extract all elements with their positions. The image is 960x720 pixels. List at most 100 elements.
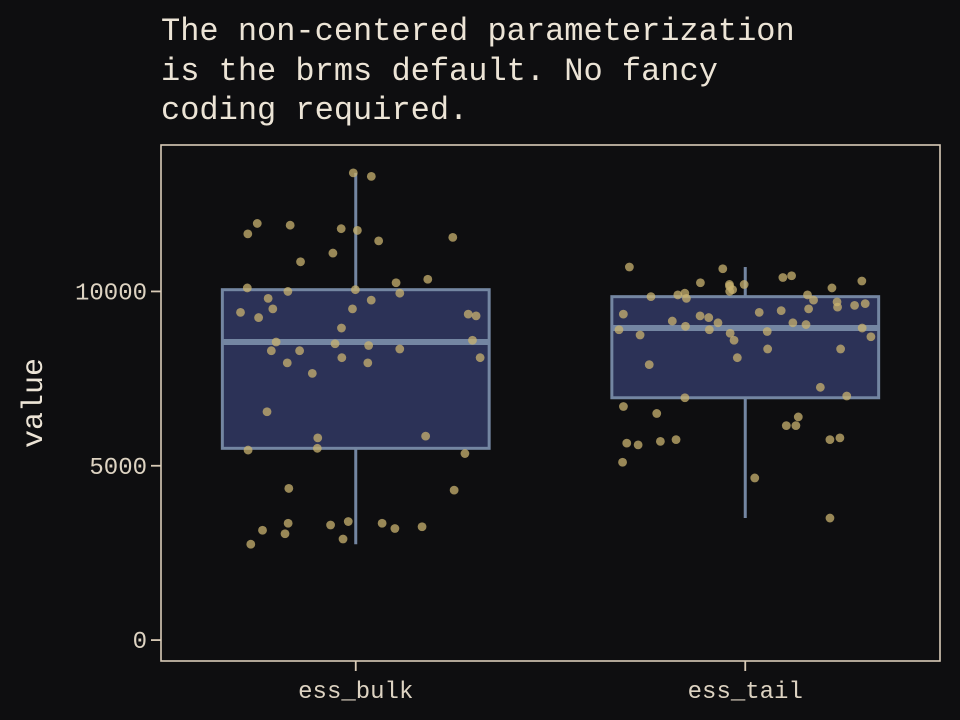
- data-point: [825, 435, 835, 445]
- data-point: [622, 438, 632, 448]
- data-point: [448, 232, 458, 242]
- data-point: [833, 302, 842, 312]
- data-point: [366, 295, 376, 305]
- data-point: [739, 280, 749, 289]
- data-point: [283, 287, 293, 296]
- data-point: [280, 529, 290, 539]
- x-tick-label: ess_bulk: [298, 679, 413, 706]
- data-point: [825, 513, 835, 523]
- data-point: [624, 262, 634, 272]
- chart-title-line-3: coding required.: [161, 92, 468, 129]
- data-point: [680, 393, 690, 403]
- data-point: [850, 300, 859, 310]
- data-point: [866, 332, 876, 342]
- data-point: [836, 344, 846, 354]
- data-point: [337, 353, 347, 363]
- data-point: [263, 294, 273, 303]
- data-point: [390, 524, 400, 533]
- data-point: [804, 304, 814, 314]
- data-point: [803, 290, 812, 300]
- data-point: [732, 353, 742, 363]
- data-point: [788, 318, 798, 328]
- data-point: [860, 299, 870, 309]
- data-point: [673, 290, 683, 300]
- data-point: [857, 323, 867, 333]
- data-point: [778, 273, 788, 282]
- data-point: [243, 229, 253, 239]
- data-point: [635, 330, 645, 340]
- data-point: [449, 485, 459, 495]
- data-point: [725, 328, 735, 338]
- jitter-points: [236, 168, 876, 549]
- data-point: [633, 440, 643, 450]
- data-point: [295, 346, 305, 356]
- data-point: [252, 219, 262, 228]
- data-point: [618, 309, 628, 319]
- data-point: [787, 271, 796, 281]
- data-point: [262, 407, 272, 417]
- data-point: [391, 278, 401, 288]
- data-point: [271, 337, 281, 347]
- data-point: [348, 168, 358, 178]
- data-point: [343, 517, 353, 526]
- data-point: [857, 276, 867, 286]
- data-point: [246, 539, 256, 549]
- data-point: [285, 220, 295, 230]
- y-axis-label: value: [18, 358, 52, 448]
- data-point: [793, 412, 803, 422]
- data-point: [363, 358, 373, 368]
- data-point: [283, 518, 293, 528]
- data-point: [242, 283, 252, 293]
- data-point: [423, 274, 433, 284]
- chart-title-line-2: is the brms default. No fancy: [161, 53, 718, 90]
- y-tick-label: 10000: [75, 280, 147, 307]
- data-point: [776, 306, 786, 316]
- data-point: [468, 335, 477, 345]
- data-point: [307, 368, 317, 378]
- data-point: [312, 443, 322, 453]
- data-point: [835, 433, 845, 443]
- data-point: [266, 346, 276, 356]
- chart-title-line-1: The non-centered parameterization: [161, 13, 795, 50]
- data-point: [463, 309, 473, 319]
- data-point: [682, 294, 691, 303]
- data-point: [781, 421, 791, 431]
- data-point: [667, 316, 677, 326]
- data-point: [330, 339, 340, 349]
- data-point: [471, 311, 481, 321]
- data-point: [644, 360, 654, 370]
- data-point: [827, 283, 837, 293]
- data-point: [696, 278, 705, 288]
- data-point: [729, 335, 739, 345]
- box-iqr: [610, 295, 881, 400]
- plot-panel: [160, 144, 941, 662]
- data-point: [754, 307, 764, 317]
- y-tick-label: 5000: [89, 455, 147, 482]
- data-point: [475, 353, 485, 363]
- data-point: [395, 344, 405, 354]
- data-point: [243, 445, 253, 455]
- data-point: [460, 449, 470, 458]
- data-point: [282, 358, 292, 368]
- y-axis: 0 5000 10000: [75, 280, 161, 656]
- data-point: [364, 341, 374, 350]
- data-point: [763, 344, 773, 354]
- data-point: [352, 226, 362, 235]
- data-point: [704, 313, 714, 322]
- x-tick-label: ess_tail: [688, 679, 803, 706]
- data-point: [671, 435, 681, 445]
- data-point: [750, 473, 760, 483]
- data-point: [421, 431, 431, 441]
- data-point: [336, 224, 346, 234]
- data-point: [713, 318, 723, 328]
- data-point: [842, 391, 852, 401]
- data-point: [337, 323, 346, 333]
- data-point: [619, 402, 628, 411]
- data-point: [681, 321, 690, 331]
- data-point: [725, 287, 735, 296]
- data-point: [809, 295, 818, 305]
- data-point: [618, 457, 627, 467]
- data-point: [313, 433, 323, 443]
- data-point: [762, 327, 772, 336]
